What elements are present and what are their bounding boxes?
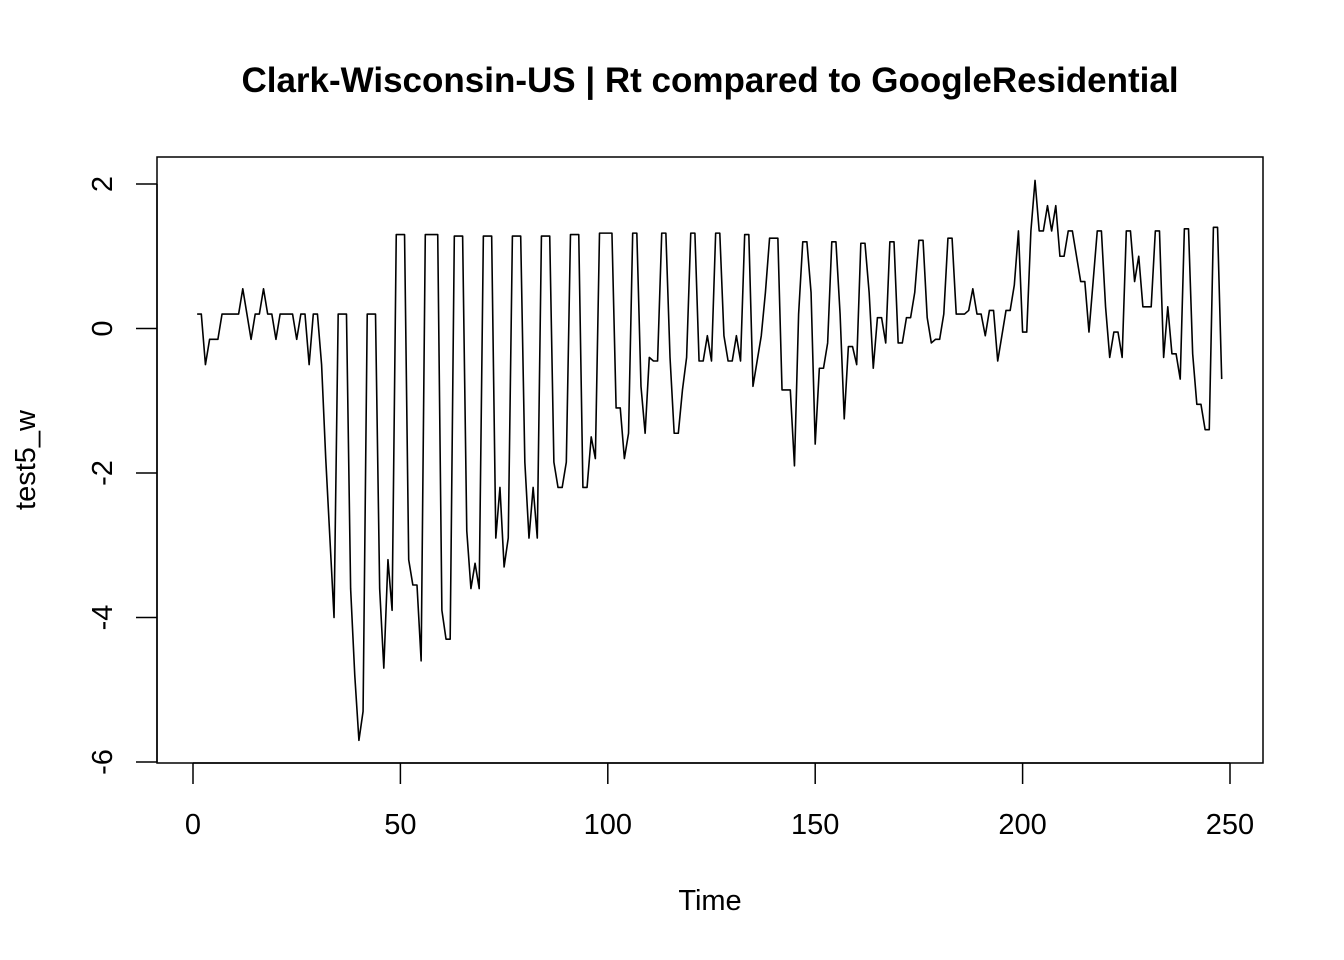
y-tick-label: -6 xyxy=(87,749,119,775)
x-tick-label: 250 xyxy=(1206,809,1254,841)
x-tick-label: 100 xyxy=(584,809,632,841)
y-tick-label: 0 xyxy=(87,320,119,336)
y-axis-label: test5_w xyxy=(10,409,42,510)
x-axis-label: Time xyxy=(678,885,741,917)
series-line xyxy=(197,179,1223,742)
x-tick-label: 0 xyxy=(185,809,201,841)
y-axis: -6 -4 -2 0 2 xyxy=(87,176,158,775)
plot-frame xyxy=(156,156,1264,764)
y-tick-label: 2 xyxy=(87,176,119,192)
y-tick-label: -2 xyxy=(87,460,119,486)
y-tick-label: -4 xyxy=(87,605,119,631)
x-tick-label: 200 xyxy=(998,809,1046,841)
x-tick-label: 150 xyxy=(791,809,839,841)
chart-title: Clark-Wisconsin-US | Rt compared to Goog… xyxy=(241,61,1178,100)
x-tick-label: 50 xyxy=(384,809,416,841)
x-axis: 0 50 100 150 200 250 xyxy=(185,762,1254,841)
